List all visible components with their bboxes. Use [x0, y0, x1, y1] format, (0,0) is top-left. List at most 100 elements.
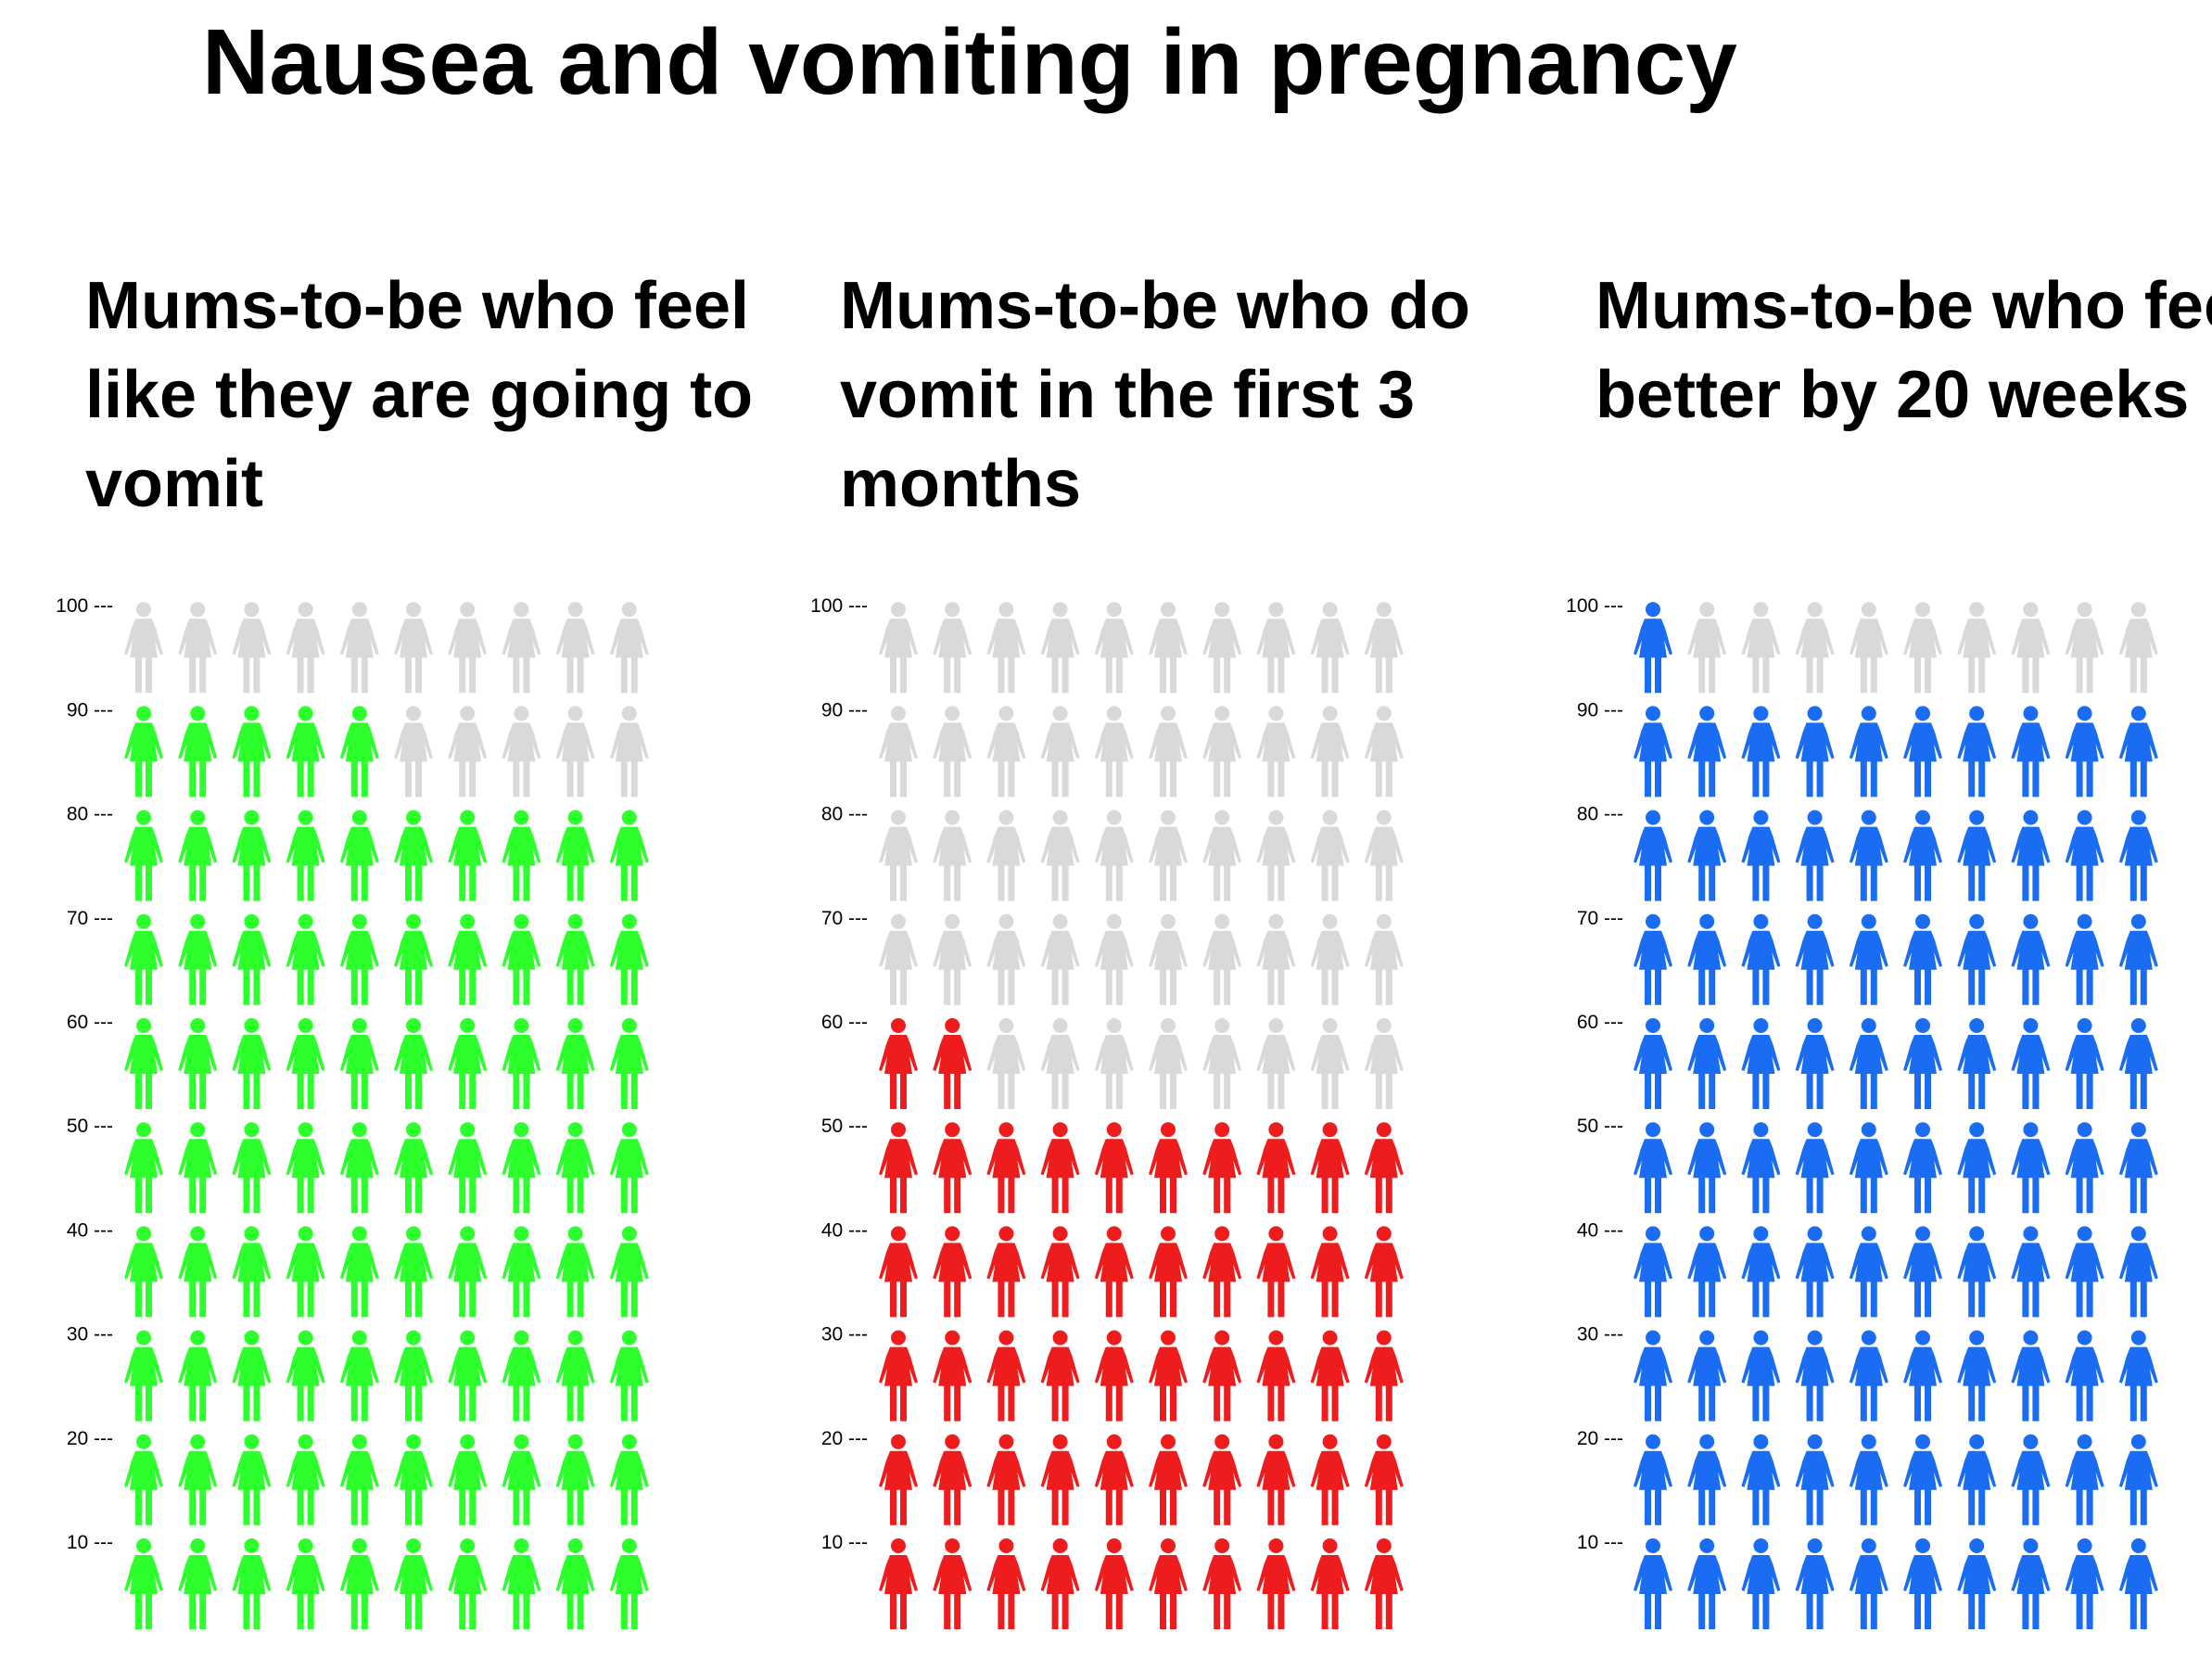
woman-icon	[1364, 602, 1404, 694]
woman-icon	[986, 1330, 1026, 1422]
woman-icon	[1903, 1330, 1942, 1422]
woman-icon	[339, 1018, 379, 1109]
y-tick-label: 20 ---	[1577, 1428, 1623, 1449]
woman-icon	[1310, 706, 1350, 797]
woman-icon	[1149, 1226, 1188, 1318]
woman-icon	[555, 810, 595, 901]
woman-icon	[1149, 1538, 1188, 1629]
woman-icon	[339, 1434, 379, 1525]
woman-icon	[339, 1538, 379, 1629]
woman-icon	[232, 1330, 272, 1422]
y-tick-label: 80 ---	[821, 804, 868, 825]
woman-icon	[394, 1330, 433, 1422]
woman-icon	[555, 913, 595, 1005]
woman-icon	[339, 1330, 379, 1422]
woman-icon	[2118, 1122, 2158, 1214]
woman-icon	[2065, 706, 2104, 797]
woman-icon	[178, 810, 218, 901]
woman-icon	[986, 913, 1026, 1005]
y-tick-label: 20 ---	[821, 1428, 868, 1449]
woman-icon	[394, 602, 433, 694]
woman-icon	[933, 1434, 973, 1525]
woman-icon	[2118, 602, 2158, 694]
woman-icon	[555, 706, 595, 797]
woman-icon	[1040, 810, 1080, 901]
woman-icon	[1202, 1226, 1242, 1318]
woman-icon	[1903, 810, 1942, 901]
woman-icon	[879, 1226, 918, 1318]
woman-icon	[178, 1226, 218, 1318]
y-tick-label: 70 ---	[821, 908, 868, 929]
panel-title-vomit: Mums-to-be who do vomit in the first 3 m…	[840, 269, 1470, 521]
woman-icon	[124, 913, 163, 1005]
woman-icon	[1957, 1226, 1997, 1318]
woman-icon	[232, 913, 272, 1005]
y-tick-label: 40 ---	[67, 1219, 113, 1241]
woman-icon	[1634, 1330, 1672, 1422]
woman-icon	[448, 1538, 488, 1629]
woman-icon	[1634, 1122, 1672, 1214]
y-tick-label: 90 ---	[67, 699, 113, 721]
woman-icon	[1040, 913, 1080, 1005]
y-tick-label: 60 ---	[821, 1012, 868, 1033]
woman-icon	[609, 810, 649, 901]
woman-icon	[394, 810, 433, 901]
y-tick-label: 70 ---	[67, 908, 113, 929]
woman-icon	[124, 1226, 163, 1318]
woman-icon	[2065, 602, 2104, 694]
woman-icon	[124, 810, 163, 901]
woman-icon	[1310, 602, 1350, 694]
woman-icon	[339, 1122, 379, 1214]
woman-icon	[1849, 1330, 1888, 1422]
woman-icon	[2065, 1330, 2104, 1422]
woman-icon	[2118, 1330, 2158, 1422]
woman-icon	[1957, 706, 1997, 797]
woman-icon	[2011, 602, 2051, 694]
woman-icon	[1795, 1538, 1835, 1629]
y-tick-label: 50 ---	[1577, 1116, 1623, 1137]
woman-icon	[1040, 1018, 1080, 1109]
woman-icon	[1741, 1018, 1781, 1109]
woman-icon	[1795, 602, 1835, 694]
woman-icon	[1957, 1122, 1997, 1214]
woman-icon	[555, 1538, 595, 1629]
woman-icon	[1849, 706, 1888, 797]
woman-icon	[1849, 913, 1888, 1005]
woman-icon	[1364, 810, 1404, 901]
y-tick-label: 60 ---	[1577, 1012, 1623, 1033]
woman-icon	[1957, 1018, 1997, 1109]
woman-icon	[124, 1018, 163, 1109]
woman-icon	[1094, 1330, 1134, 1422]
woman-icon	[933, 602, 973, 694]
woman-icon	[986, 706, 1026, 797]
woman-icon	[1310, 1538, 1350, 1629]
pictogram-panel-0: 10 --- 20 --- 30 --- 40 --- 50 --- 60 --- 70 -…	[56, 595, 649, 1629]
woman-icon	[1202, 602, 1242, 694]
woman-icon	[1256, 1122, 1296, 1214]
woman-icon	[339, 706, 379, 797]
woman-icon	[1903, 1226, 1942, 1318]
woman-icon	[555, 1434, 595, 1525]
woman-icon	[1795, 913, 1835, 1005]
woman-icon	[232, 602, 272, 694]
woman-icon	[1202, 810, 1242, 901]
woman-icon	[339, 1226, 379, 1318]
woman-icon	[502, 1018, 541, 1109]
woman-icon	[394, 1434, 433, 1525]
woman-icon	[609, 1330, 649, 1422]
woman-icon	[502, 1434, 541, 1525]
woman-icon	[879, 810, 918, 901]
woman-icon	[879, 1122, 918, 1214]
woman-icon	[178, 913, 218, 1005]
woman-icon	[1957, 913, 1997, 1005]
woman-icon	[1202, 706, 1242, 797]
woman-icon	[502, 1226, 541, 1318]
woman-icon	[502, 1538, 541, 1629]
woman-icon	[609, 602, 649, 694]
woman-icon	[448, 1330, 488, 1422]
woman-icon	[1849, 1434, 1888, 1525]
woman-icon	[1094, 602, 1134, 694]
woman-icon	[394, 1018, 433, 1109]
woman-icon	[124, 1434, 163, 1525]
